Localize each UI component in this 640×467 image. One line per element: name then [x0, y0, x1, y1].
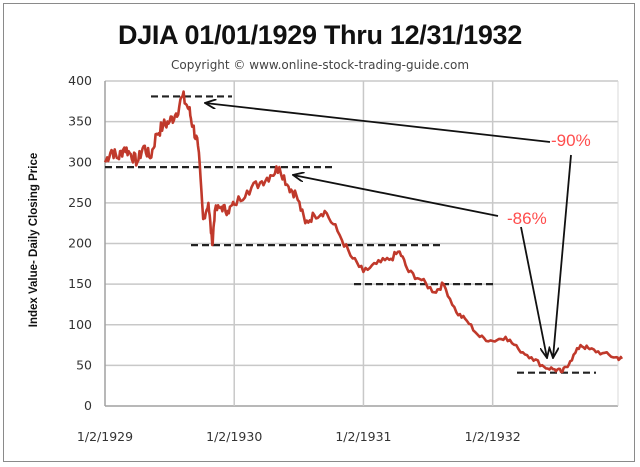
y-tick-label: 200: [68, 236, 92, 251]
y-tick-label: 300: [68, 154, 92, 169]
x-tick-label: 1/2/1931: [335, 429, 391, 444]
y-tick-label: 350: [68, 114, 92, 129]
x-tick-label: 1/2/1932: [465, 429, 521, 444]
chart-title: DJIA 01/01/1929 Thru 12/31/1932: [118, 20, 522, 50]
annotation-arrows: [205, 103, 572, 358]
reference-lines: [105, 95, 596, 374]
x-axis-ticks: 1/2/1929 1/2/1930 1/2/1931 1/2/1932: [77, 429, 521, 444]
y-axis-ticks: 0 50 100 150 200 250 300 350 400: [68, 73, 92, 413]
y-tick-label: 50: [76, 357, 92, 372]
chart-frame: [3, 3, 635, 462]
y-tick-label: 150: [68, 276, 92, 291]
x-tick-label: 1/2/1929: [77, 429, 133, 444]
y-tick-label: 400: [68, 73, 92, 88]
annotation-minus-86-percent: -86%: [507, 209, 547, 228]
y-tick-label: 0: [84, 398, 92, 413]
gridlines: [104, 80, 619, 407]
y-tick-label: 250: [68, 195, 92, 210]
x-tick-label: 1/2/1930: [206, 429, 262, 444]
y-tick-label: 100: [68, 317, 92, 332]
chart-subtitle: Copyright © www.online-stock-trading-gui…: [170, 58, 470, 72]
annotation-minus-90-percent: -90%: [551, 131, 591, 150]
djia-line-series: [103, 90, 624, 374]
